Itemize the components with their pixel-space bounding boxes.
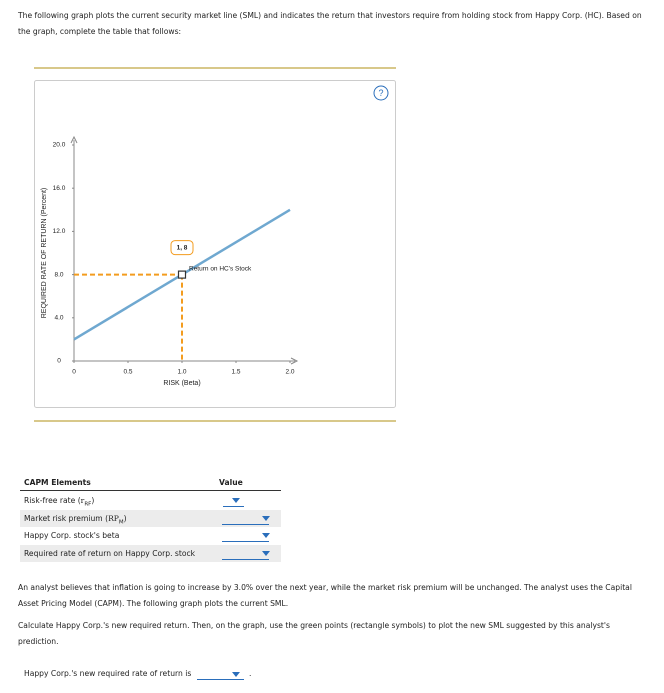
y-tick-label: 20.0 [53, 142, 66, 149]
paragraph: Calculate Happy Corp.'s new required ret… [18, 621, 610, 646]
chart: ? REQUIRED RATE OF RETURN (Percent) RISK… [34, 67, 396, 422]
x-tick-label: 2.0 [285, 369, 294, 376]
value-dropdown[interactable] [223, 506, 244, 507]
dropdown-arrow[interactable] [232, 498, 240, 503]
final-text: Happy Corp.'s new required rate of retur… [24, 669, 192, 678]
dropdown-arrow[interactable] [262, 550, 270, 556]
y-tick-label: 8.0 [54, 271, 63, 278]
row-label: Happy Corp. stock's beta [20, 531, 119, 540]
y-tick-label: 12.0 [53, 228, 66, 235]
y-tick-label: 16.0 [53, 185, 66, 192]
row-label: Risk-free rate (rRF) [20, 496, 95, 508]
row-label-part: Risk-free rate ( [24, 496, 81, 505]
value-dropdown[interactable] [222, 523, 269, 525]
x-axis-arrow [290, 357, 299, 365]
y-tick-label: 4.0 [54, 315, 63, 322]
chart-panel [34, 80, 396, 408]
row-label: Market risk premium (RPM) [20, 513, 127, 526]
table-header: Value [219, 478, 243, 487]
y-axis-label: REQUIRED RATE OF RETURN (Percent) [41, 188, 48, 319]
row-label-part: ) [91, 496, 95, 505]
row-label: Required rate of return on Happy Corp. s… [20, 549, 195, 558]
point-annotation: Return on HC's Stock [189, 265, 252, 272]
row-label-part: Required rate of return on Happy Corp. s… [24, 548, 196, 558]
dropdown-arrow[interactable] [262, 515, 270, 521]
table-row: Happy Corp. stock's beta [20, 527, 281, 544]
point-label-box [170, 240, 194, 256]
value-dropdown[interactable] [222, 558, 269, 560]
dropdown-arrow[interactable] [232, 672, 240, 677]
x-axis-label: RISK (Beta) [163, 380, 200, 387]
table-header: CAPM Elements [24, 478, 91, 487]
row-label-part: RP [108, 513, 119, 523]
help-icon-text[interactable]: ? [378, 88, 383, 98]
point [177, 270, 187, 279]
x-tick-label: 1.5 [231, 369, 240, 376]
table-row: Market risk premium (RPM) [20, 509, 281, 527]
header-rule [20, 490, 281, 491]
intro-text: The following graph plots the current se… [18, 11, 642, 36]
row-label-part: M [118, 519, 124, 526]
help-icon[interactable] [373, 85, 389, 101]
y-tick-label: 0 [57, 358, 61, 365]
answer-dropdown[interactable] [197, 679, 244, 680]
paragraph: An analyst believes that inflation is go… [18, 583, 632, 608]
x-tick-label: 0.5 [123, 369, 132, 376]
dropdown-arrow[interactable] [262, 533, 270, 538]
y-axis-arrow [70, 135, 78, 144]
table-row: Risk-free rate (rRF) [20, 492, 281, 509]
x-tick-label: 0 [72, 369, 76, 376]
row-label-part: r [80, 496, 85, 505]
point-label: 1, 8 [177, 244, 188, 251]
row-label-part: Market risk premium ( [24, 513, 109, 523]
row-label-part: ) [123, 513, 127, 523]
table-row: Required rate of return on Happy Corp. s… [20, 544, 281, 562]
row-label-part: RF [84, 501, 92, 508]
x-tick-label: 1.0 [177, 369, 186, 376]
row-label-part: Happy Corp. stock's beta [24, 531, 120, 540]
value-dropdown[interactable] [222, 541, 269, 542]
final-end: . [249, 669, 252, 678]
